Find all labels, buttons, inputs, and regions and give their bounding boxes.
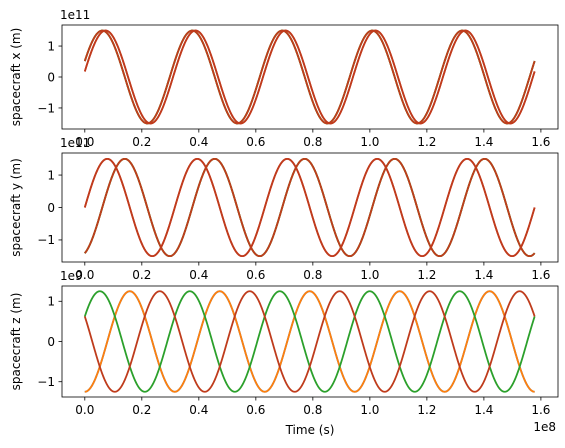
- subplot-1-y-offset-label: 1e11: [60, 8, 90, 22]
- subplot-2-y-tick-label: 1: [47, 168, 55, 182]
- subplot-1-y-tick-label: 0: [47, 70, 55, 84]
- subplot-2-x-tick-label: 0.6: [246, 268, 265, 282]
- subplot-2-x-tick-label: 1.4: [474, 268, 493, 282]
- subplot-3-x-tick-label: 1.4: [474, 403, 493, 417]
- subplot-3-series-line-2: [84, 290, 536, 393]
- subplot-2-x-tick-label: 0.0: [75, 268, 94, 282]
- subplot-1-x-tick-label: 1.2: [417, 135, 436, 149]
- subplot-3-x-tick-label: 1.0: [360, 403, 379, 417]
- subplot-1-x-tick-label: 1.4: [474, 135, 493, 149]
- subplot-3: 0.0 0.2 0.4 0.6 0.8 1.0 1.2 1.4 1.6 −1 0 1 spacecraf…: [9, 269, 559, 437]
- subplot-1-series-line-5: [83, 29, 536, 125]
- subplot-1-series-line-6: [83, 29, 536, 125]
- subplot-3-x-offset-label: 1e8: [533, 420, 556, 434]
- subplot-1-x-tick-label: 1.0: [360, 135, 379, 149]
- subplot-3-y-tick-label: 0: [47, 335, 55, 349]
- subplot-2-series-line-6: [83, 157, 536, 258]
- subplot-3-y-offset-label: 1e9: [60, 269, 83, 283]
- subplot-1-x-tick-label: 0.0: [75, 135, 94, 149]
- subplot-1-axes-frame: [61, 24, 559, 130]
- subplot-2-x-tick-label: 1.0: [360, 268, 379, 282]
- subplot-2-x-tick-label: 1.2: [417, 268, 436, 282]
- subplot-1-y-tick-label: 1: [47, 39, 55, 53]
- subplot-1-x-tick-label: 0.4: [189, 135, 208, 149]
- subplot-3-y-tick-label: 1: [47, 295, 55, 309]
- subplot-2-x-tick-label: 0.8: [303, 268, 322, 282]
- subplot-3-x-tick-label: 1.2: [417, 403, 436, 417]
- subplot-2: 0.0 0.2 0.4 0.6 0.8 1.0 1.2 1.4 1.6 −1 0 1 spacecraf…: [9, 152, 559, 282]
- subplot-2-x-tick-label: 1.6: [531, 268, 550, 282]
- subplot-1-x-tick-label: 0.2: [132, 135, 151, 149]
- subplot-3-y-axis-label: spacecraft z (m): [9, 293, 23, 391]
- subplot-1-y-axis-label: spacecraft x (m): [9, 28, 23, 127]
- subplot-2-x-tick-label: 0.4: [189, 268, 208, 282]
- subplot-1-series-line-3: [83, 29, 536, 125]
- subplot-2-overlapping-offset-label: 1e11: [60, 136, 90, 150]
- subplot-2-y-axis-label: spacecraft y (m): [9, 158, 23, 257]
- subplot-3-x-tick-label: 0.4: [189, 403, 208, 417]
- subplot-1-x-tick-label: 1.6: [531, 135, 550, 149]
- subplot-3-x-tick-label: 0.2: [132, 403, 151, 417]
- subplot-2-series-line-5: [84, 157, 536, 258]
- subplot-1: 0.0 0.2 0.4 0.6 0.8 1.0 1.2 1.4 1.6 −1 0 1 spacecraf…: [9, 8, 559, 149]
- subplot-3-x-tick-label: 1.6: [531, 403, 550, 417]
- subplot-2-y-tick-label: 0: [47, 201, 55, 215]
- subplot-3-y-tick-label: −1: [37, 375, 55, 389]
- subplot-2-y-tick-label: −1: [37, 233, 55, 247]
- subplot-1-y-tick-label: −1: [37, 101, 55, 115]
- subplot-1-x-tick-label: 0.6: [246, 135, 265, 149]
- subplot-1-series-line-1: [83, 29, 536, 125]
- subplot-2-x-tick-label: 0.2: [132, 268, 151, 282]
- subplot-3-series-line-4: [83, 290, 536, 393]
- subplot-3-x-tick-label: 0.8: [303, 403, 322, 417]
- subplot-3-x-axis-label: Time (s): [285, 423, 335, 437]
- subplot-1-series-line-2: [83, 29, 536, 125]
- subplot-3-x-tick-label: 0.0: [75, 403, 94, 417]
- subplot-1-series-line-4: [83, 29, 536, 125]
- subplot-3-x-tick-label: 0.6: [246, 403, 265, 417]
- subplot-1-x-tick-label: 0.8: [303, 135, 322, 149]
